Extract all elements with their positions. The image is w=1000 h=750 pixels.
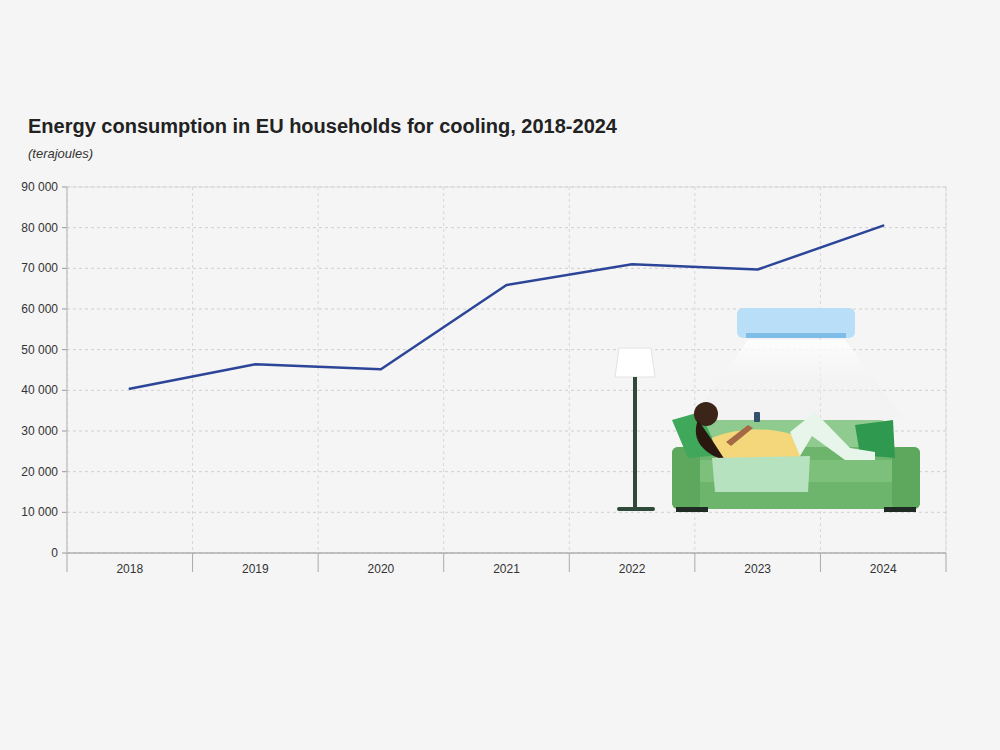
y-tick-label: 90 000 — [21, 180, 58, 194]
grid-line — [67, 187, 946, 188]
x-tick-label: 2020 — [368, 562, 395, 576]
y-tick-label: 60 000 — [21, 302, 58, 316]
sofa-foot — [676, 507, 708, 512]
subtitle: (terajoules) — [28, 146, 93, 161]
title: Energy consumption in EU households for … — [28, 115, 618, 137]
y-axis — [67, 187, 68, 553]
vertical-grid — [443, 187, 444, 553]
lamp-shade — [615, 348, 655, 377]
y-tick — [62, 431, 67, 432]
y-tick — [62, 187, 67, 188]
grid-line — [67, 227, 946, 228]
category-separator — [67, 553, 68, 572]
chart: Energy consumption in EU households for … — [0, 0, 1000, 750]
grid-line — [67, 268, 946, 269]
sofa-foot — [884, 507, 916, 512]
person-legs — [790, 412, 875, 460]
y-tick — [62, 471, 67, 472]
y-tick-label: 80 000 — [21, 221, 58, 235]
air-conditioner-vent — [746, 333, 846, 338]
category-separator — [694, 553, 695, 572]
y-tick-label: 10 000 — [21, 505, 58, 519]
vertical-grid — [569, 187, 570, 553]
person-hair — [696, 420, 725, 460]
y-tick-label: 30 000 — [21, 424, 58, 438]
y-tick — [62, 553, 67, 554]
y-tick — [62, 309, 67, 310]
x-tick-label: 2022 — [619, 562, 646, 576]
y-tick-label: 20 000 — [21, 465, 58, 479]
lamp-base — [617, 507, 655, 511]
x-tick-label: 2023 — [744, 562, 771, 576]
vertical-grid — [946, 187, 947, 553]
x-axis — [67, 552, 946, 553]
x-tick-label: 2021 — [493, 562, 520, 576]
category-separator — [318, 553, 319, 572]
y-tick — [62, 390, 67, 391]
category-separator — [192, 553, 193, 572]
category-separator — [820, 553, 821, 572]
vertical-grid — [67, 187, 68, 553]
phone — [754, 412, 760, 422]
vertical-grid — [192, 187, 193, 553]
lamp-pole — [633, 377, 637, 508]
y-tick-label: 50 000 — [21, 343, 58, 357]
y-tick — [62, 227, 67, 228]
y-tick-label: 40 000 — [21, 383, 58, 397]
data-line — [130, 226, 883, 389]
y-tick — [62, 268, 67, 269]
x-tick-label: 2018 — [116, 562, 143, 576]
x-tick-label: 2024 — [870, 562, 897, 576]
x-tick-label: 2019 — [242, 562, 269, 576]
series-group — [130, 226, 883, 389]
y-tick-label: 70 000 — [21, 261, 58, 275]
person-arm — [726, 425, 753, 446]
sofa-arm — [892, 447, 920, 509]
cool-air — [690, 340, 905, 420]
air-conditioner — [737, 308, 855, 338]
y-tick-label: 0 — [51, 546, 58, 560]
y-tick — [62, 349, 67, 350]
grid-line — [67, 553, 946, 554]
background — [0, 0, 1000, 750]
category-separator — [946, 553, 947, 572]
vertical-grid — [318, 187, 319, 553]
grid-line — [67, 512, 946, 513]
blanket — [712, 456, 810, 492]
category-separator — [443, 553, 444, 572]
plot-frame — [67, 187, 946, 553]
illustration — [615, 308, 920, 512]
category-separator — [569, 553, 570, 572]
y-tick — [62, 512, 67, 513]
person-body — [712, 430, 800, 459]
